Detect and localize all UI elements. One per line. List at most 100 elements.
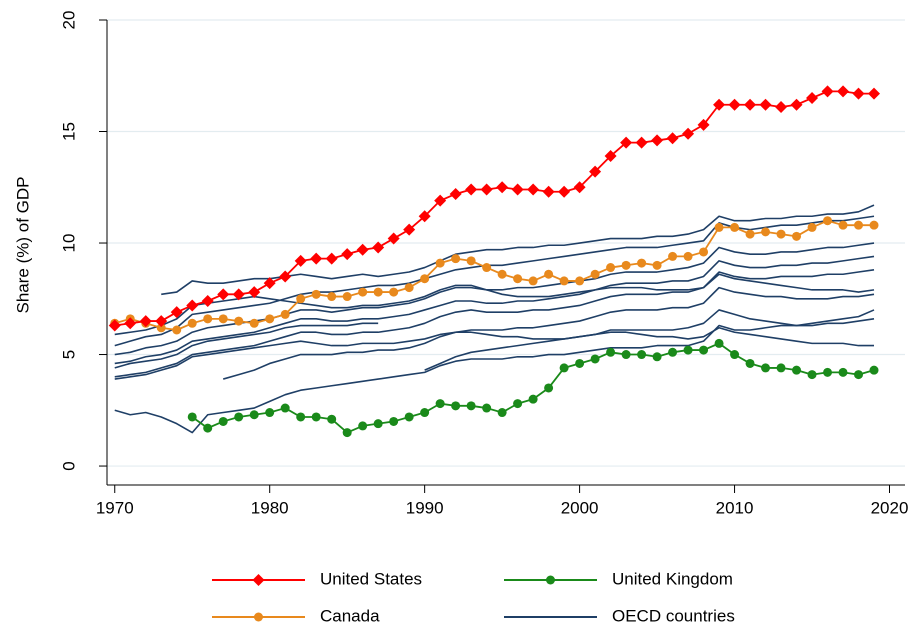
marker bbox=[327, 292, 337, 302]
marker bbox=[730, 222, 740, 232]
marker bbox=[449, 187, 462, 200]
oecd-line bbox=[114, 309, 875, 434]
marker bbox=[542, 185, 555, 198]
marker bbox=[714, 222, 724, 232]
marker bbox=[404, 283, 414, 293]
marker bbox=[637, 350, 647, 360]
marker bbox=[280, 403, 290, 413]
marker bbox=[807, 222, 817, 232]
marker bbox=[404, 412, 414, 422]
marker bbox=[108, 319, 121, 332]
marker bbox=[341, 248, 354, 261]
series-line bbox=[114, 219, 875, 331]
marker bbox=[172, 325, 182, 335]
marker bbox=[528, 276, 538, 286]
marker bbox=[868, 87, 881, 100]
marker bbox=[761, 227, 771, 237]
marker bbox=[869, 220, 879, 230]
marker bbox=[575, 358, 585, 368]
marker bbox=[620, 136, 633, 149]
marker bbox=[697, 118, 710, 131]
marker bbox=[869, 365, 879, 375]
marker bbox=[682, 127, 695, 140]
marker bbox=[838, 367, 848, 377]
marker bbox=[573, 181, 586, 194]
marker bbox=[559, 363, 569, 373]
marker bbox=[683, 251, 693, 261]
marker bbox=[621, 260, 631, 270]
marker bbox=[513, 274, 523, 284]
marker bbox=[651, 134, 664, 147]
marker bbox=[496, 181, 509, 194]
marker bbox=[280, 309, 290, 319]
marker bbox=[420, 408, 430, 418]
marker bbox=[482, 403, 492, 413]
marker bbox=[807, 370, 817, 380]
marker bbox=[823, 367, 833, 377]
oecd-line bbox=[114, 326, 875, 380]
marker bbox=[296, 294, 306, 304]
marker bbox=[420, 274, 430, 284]
marker bbox=[294, 254, 307, 267]
marker bbox=[713, 98, 726, 111]
marker bbox=[217, 288, 230, 301]
oecd-line bbox=[114, 255, 875, 365]
marker bbox=[699, 345, 709, 355]
marker bbox=[511, 183, 524, 196]
marker bbox=[823, 216, 833, 226]
marker bbox=[544, 383, 554, 393]
marker bbox=[451, 401, 461, 411]
x-tick-label: 2020 bbox=[871, 498, 909, 517]
marker bbox=[637, 258, 647, 268]
marker bbox=[389, 416, 399, 426]
marker bbox=[776, 229, 786, 239]
marker bbox=[263, 277, 276, 290]
marker bbox=[558, 185, 571, 198]
marker bbox=[234, 316, 244, 326]
marker bbox=[666, 132, 679, 145]
y-tick-label: 20 bbox=[59, 11, 78, 30]
marker bbox=[714, 338, 724, 348]
legend-label: OECD countries bbox=[612, 606, 735, 625]
marker bbox=[806, 92, 819, 105]
marker bbox=[745, 358, 755, 368]
marker bbox=[728, 98, 741, 111]
marker bbox=[606, 347, 616, 357]
marker bbox=[604, 150, 617, 163]
marker bbox=[358, 421, 368, 431]
y-tick-label: 10 bbox=[59, 234, 78, 253]
marker bbox=[234, 412, 244, 422]
marker bbox=[435, 258, 445, 268]
legend-marker bbox=[254, 612, 263, 622]
marker bbox=[575, 276, 585, 286]
marker bbox=[759, 98, 772, 111]
marker bbox=[790, 98, 803, 111]
oecd-line bbox=[114, 273, 875, 336]
marker bbox=[466, 256, 476, 266]
x-tick-label: 1970 bbox=[96, 498, 134, 517]
marker bbox=[497, 269, 507, 279]
marker bbox=[203, 314, 213, 324]
marker bbox=[279, 270, 292, 283]
marker bbox=[480, 183, 493, 196]
legend-marker bbox=[252, 574, 265, 586]
marker bbox=[451, 254, 461, 264]
marker bbox=[139, 315, 152, 328]
marker bbox=[203, 423, 213, 433]
marker bbox=[232, 288, 245, 301]
marker bbox=[186, 299, 199, 312]
marker bbox=[482, 263, 492, 273]
marker bbox=[372, 241, 385, 254]
marker bbox=[155, 315, 168, 328]
marker bbox=[590, 354, 600, 364]
marker bbox=[527, 183, 540, 196]
oecd-line bbox=[222, 286, 875, 380]
y-tick-label: 5 bbox=[59, 350, 78, 359]
marker bbox=[730, 350, 740, 360]
x-tick-label: 2010 bbox=[716, 498, 754, 517]
marker bbox=[311, 412, 321, 422]
marker bbox=[187, 412, 197, 422]
marker bbox=[248, 286, 261, 299]
marker bbox=[389, 287, 399, 297]
